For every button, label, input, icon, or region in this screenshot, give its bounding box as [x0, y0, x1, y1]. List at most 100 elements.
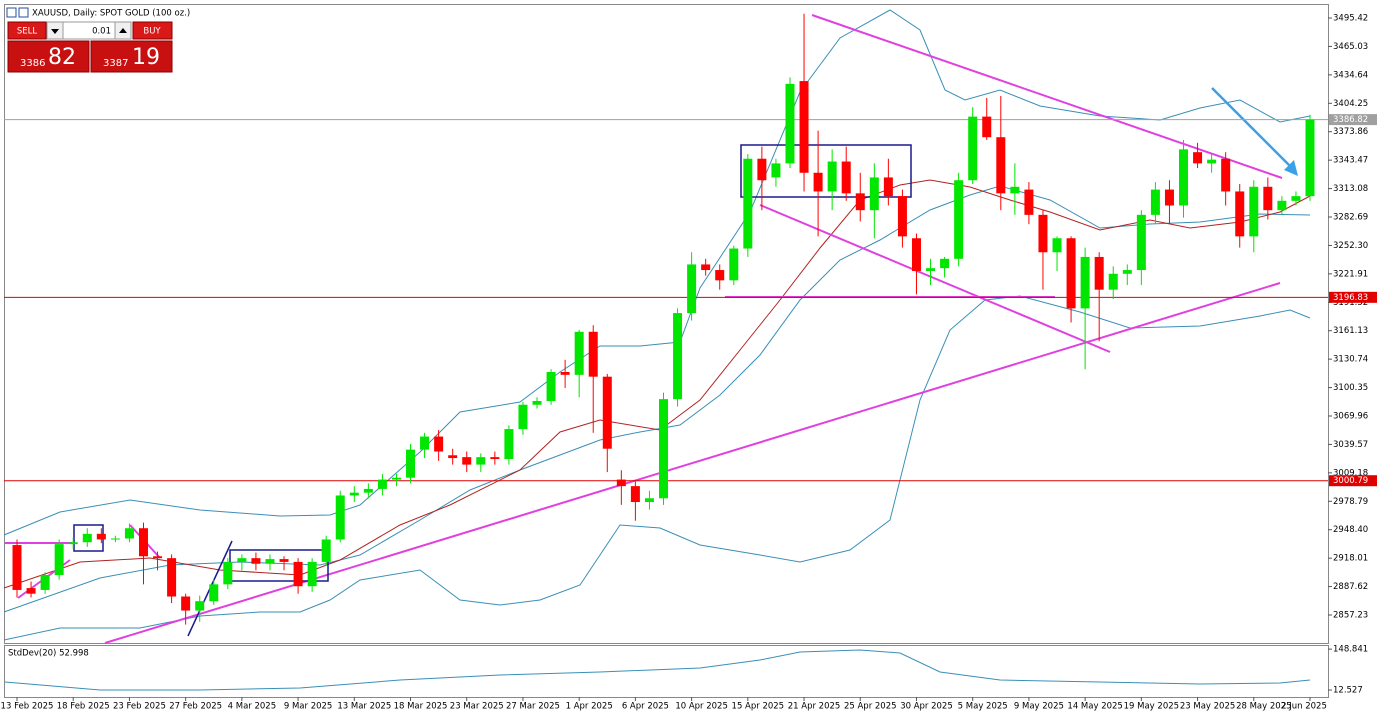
candle-body — [532, 401, 542, 405]
x-tick-label: 4 Mar 2025 — [228, 702, 276, 712]
y-tick-label: 2978.79 — [1333, 497, 1368, 507]
candle-body — [1235, 191, 1245, 237]
candle-body — [96, 533, 106, 540]
candle-body — [996, 137, 1006, 194]
candle-body — [1249, 186, 1259, 237]
candle-body — [1066, 238, 1076, 309]
candle-body — [687, 264, 697, 314]
candle-body — [1080, 256, 1090, 309]
arrow — [1211, 87, 1293, 169]
y-tick-label: 3282.69 — [1333, 213, 1368, 223]
sell-button[interactable] — [7, 21, 47, 40]
y-tick-label: 3130.74 — [1333, 355, 1368, 365]
candle-body — [869, 177, 879, 211]
candle-body — [982, 116, 992, 138]
sell-label: SELL — [17, 27, 38, 37]
candle-body — [940, 258, 950, 269]
arrow-icon — [119, 28, 127, 33]
x-tick-label: 9 May 2025 — [1014, 702, 1064, 712]
candle-body — [54, 544, 64, 575]
candle-body — [574, 331, 584, 375]
candle-body — [911, 238, 921, 271]
candle-body — [223, 561, 233, 585]
candle-body — [251, 558, 261, 564]
candle-body — [167, 558, 177, 597]
candle-body — [209, 584, 219, 602]
x-tick-label: 15 Apr 2025 — [732, 702, 785, 712]
trade-panel: SELL 0.01 BUY 3386 82 3387 19 — [7, 21, 173, 73]
x-tick-label: 1 Apr 2025 — [566, 702, 613, 712]
indicator-label: StdDev(20) 52.998 — [8, 649, 89, 659]
x-tick-label: 5 May 2025 — [958, 702, 1008, 712]
title-bar: XAUUSD, Daily: SPOT GOLD (100 oz.) — [6, 7, 190, 19]
candle-body — [560, 372, 570, 375]
price-label-box — [1329, 114, 1377, 126]
candle-body — [630, 486, 640, 503]
candle-body — [12, 545, 22, 590]
y-tick-label: 3313.08 — [1333, 184, 1368, 194]
candle-body — [406, 449, 416, 478]
y-tick-label: 3100.35 — [1333, 383, 1368, 393]
buy-label: BUY — [143, 27, 161, 37]
price-label: 3000.79 — [1333, 476, 1368, 486]
candle-body — [1277, 200, 1287, 211]
y-tick-label: 3465.03 — [1333, 42, 1368, 52]
candle-body — [1108, 273, 1118, 290]
candle-body — [813, 172, 823, 192]
candle-body — [490, 457, 500, 459]
candle-body — [602, 376, 612, 449]
candle-body — [68, 542, 78, 545]
y-tick-label: 3252.30 — [1333, 241, 1368, 251]
candle-body — [659, 399, 668, 499]
y-tick-label: 3009.18 — [1333, 468, 1368, 478]
candle-body — [1038, 214, 1048, 253]
x-tick-label: 18 Mar 2025 — [394, 702, 448, 712]
candle-body — [26, 588, 36, 594]
candle-body — [153, 556, 163, 559]
candle-body — [673, 313, 683, 400]
candle-body — [799, 81, 809, 173]
candle-body — [729, 248, 739, 281]
y-tick-label: 2887.62 — [1333, 582, 1368, 592]
upper-band — [3, 9, 1311, 536]
x-tick-label: 14 May 2025 — [1067, 702, 1122, 712]
candle-body — [434, 436, 444, 452]
sell-price[interactable] — [7, 40, 90, 73]
x-tick-label: 10 Apr 2025 — [675, 702, 728, 712]
candle-body — [195, 601, 205, 611]
x-tick-label: 23 Mar 2025 — [450, 702, 504, 712]
candle-body — [1010, 186, 1020, 194]
candle-body — [40, 574, 50, 590]
candle-body — [138, 528, 148, 557]
buy-button[interactable] — [132, 21, 173, 40]
y-tick-label: 3161.13 — [1333, 326, 1368, 336]
candle-body — [785, 83, 795, 164]
candle-body — [1052, 238, 1062, 253]
candle-body — [1094, 256, 1104, 290]
lot-value: 0.01 — [92, 27, 111, 37]
stddev-line — [4, 649, 1311, 691]
y-tick-label: 148.841 — [1333, 645, 1368, 655]
y-tick-label: 12.527 — [1333, 686, 1363, 696]
y-tick-label: 3404.25 — [1333, 99, 1368, 109]
candle-body — [279, 559, 289, 562]
candle-body — [1207, 159, 1217, 164]
candle-body — [1221, 158, 1231, 192]
candle-body — [757, 158, 767, 181]
candle-body — [588, 331, 598, 377]
candle-body — [237, 558, 247, 562]
candle-body — [321, 539, 331, 562]
x-tick-label: 23 May 2025 — [1180, 702, 1235, 712]
arrow-icon — [51, 29, 59, 34]
y-tick-label: 3343.47 — [1333, 156, 1368, 166]
range-box — [740, 144, 912, 198]
candle-body — [1024, 189, 1034, 215]
candle-body — [926, 268, 936, 271]
candle-body — [448, 455, 458, 459]
middle-band — [3, 185, 1311, 613]
x-tick-label: 27 Feb 2025 — [169, 702, 222, 712]
candle-body — [1150, 189, 1160, 215]
buy-price[interactable] — [90, 40, 173, 73]
x-tick-label: 21 Apr 2025 — [788, 702, 841, 712]
x-tick-label: 28 May 2025 — [1236, 702, 1291, 712]
